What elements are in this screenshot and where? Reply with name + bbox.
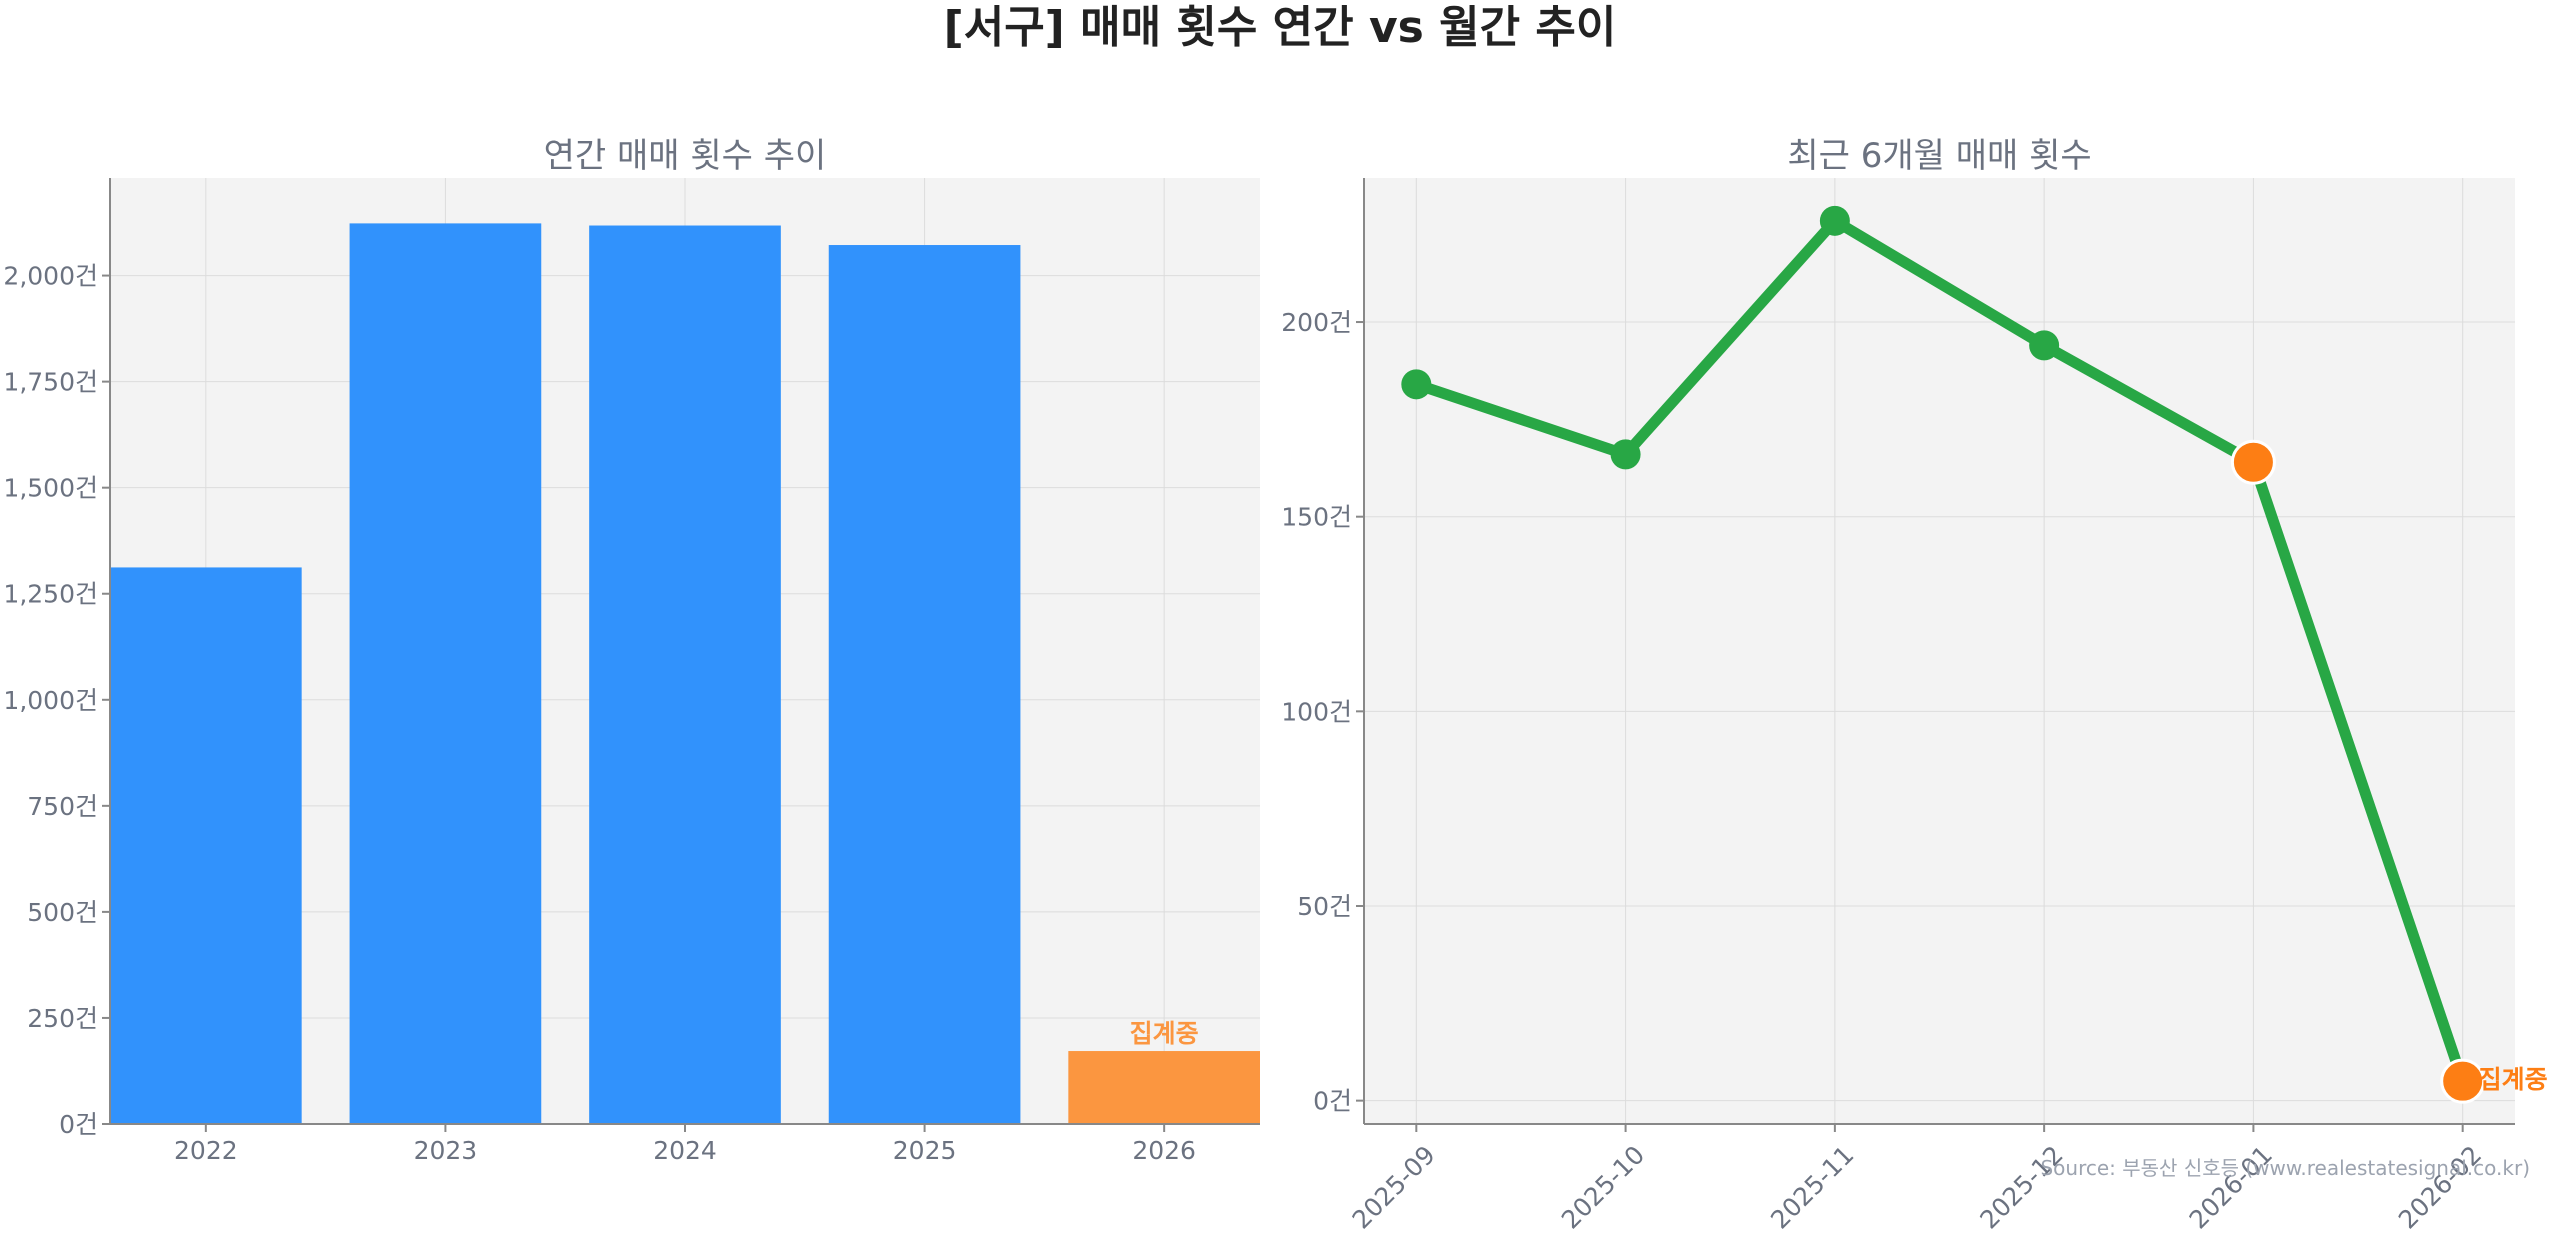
line-ytick-label: 200건 (1281, 308, 1352, 337)
bar-ytick-label: 0건 (59, 1110, 98, 1139)
bar-ytick-label: 1,500건 (3, 474, 98, 503)
bar-ytick-label: 1,250건 (3, 580, 98, 609)
bar-2022 (110, 567, 302, 1124)
bar-ytick-label: 750건 (27, 792, 98, 821)
source-note: Source: 부동산 신호등 (www.realestatesignal.co… (2040, 1156, 2530, 1180)
line-point-2025-09 (1401, 369, 1432, 400)
line-point-2026-02 (2440, 1058, 2486, 1104)
bar-2024 (589, 225, 781, 1125)
bar-2025 (828, 245, 1021, 1125)
line-series-path (1410, 215, 2469, 1087)
line-xtick-label: 2025-11 (1765, 1140, 1859, 1234)
line-xtick-label: 2025-09 (1347, 1140, 1441, 1234)
line-point-2026-01 (2230, 439, 2276, 485)
line-ytick-label: 50건 (1297, 892, 1352, 921)
bar-chart-title: 연간 매매 횟수 추이 (544, 136, 827, 176)
line-annotation-label: 집계중 (2479, 1065, 2548, 1094)
annual-bar-chart: 집계중 0건 250건 500건 750건 1,000건 1,250건 1,500건 1,75… (3, 136, 1260, 1165)
line-xtick-label: 2025-10 (1556, 1140, 1650, 1234)
bar-annotation-label: 집계중 (1130, 1019, 1199, 1048)
bar-ytick-label: 1,750건 (3, 368, 98, 397)
bar-ytick-label: 1,000건 (3, 686, 98, 715)
bar-ytick-label: 250건 (27, 1004, 98, 1033)
bar-2023 (349, 223, 542, 1124)
bar-ytick-label: 500건 (27, 898, 98, 927)
bar-xtick-label: 2022 (174, 1136, 238, 1165)
line-plot-area (1364, 178, 2515, 1124)
line-series: 집계중 (1401, 205, 2548, 1104)
line-ytick-label: 150건 (1281, 503, 1352, 532)
line-ytick-label: 0건 (1313, 1087, 1352, 1116)
bar-series: 집계중 (110, 223, 1260, 1125)
line-xtick-label: 2026-02 (2393, 1140, 2487, 1234)
bar-2026 (1068, 1051, 1260, 1124)
figure-title: [서구] 매매 횟수 연간 vs 월간 추이 (944, 2, 1617, 53)
line-chart-title: 최근 6개월 매매 횟수 (1787, 136, 2091, 176)
line-ytick-label: 100건 (1281, 697, 1352, 726)
line-point-2025-10 (1610, 439, 1641, 470)
line-gridlines (1364, 178, 2515, 1124)
bar-xtick-label: 2025 (893, 1136, 957, 1165)
bar-ytick-label: 2,000건 (3, 262, 98, 291)
monthly-line-chart: 집계중 0건 50건 100건 150건 200건 2025-09 2025-10 2025-… (1281, 136, 2547, 1234)
line-xtick-label: 2025-12 (1974, 1140, 2068, 1234)
bar-xtick-label: 2024 (653, 1136, 717, 1165)
bar-xtick-label: 2026 (1132, 1136, 1196, 1165)
line-xtick-label: 2026-01 (2184, 1140, 2278, 1234)
bar-axes: 0건 250건 500건 750건 1,000건 1,250건 1,500건 1,750건 2,… (3, 178, 1260, 1165)
line-point-2025-11 (1819, 205, 1850, 236)
line-point-2025-12 (2029, 330, 2060, 361)
bar-xtick-label: 2023 (414, 1136, 478, 1165)
